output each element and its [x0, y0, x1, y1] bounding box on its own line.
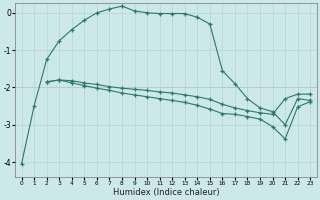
X-axis label: Humidex (Indice chaleur): Humidex (Indice chaleur)	[113, 188, 219, 197]
